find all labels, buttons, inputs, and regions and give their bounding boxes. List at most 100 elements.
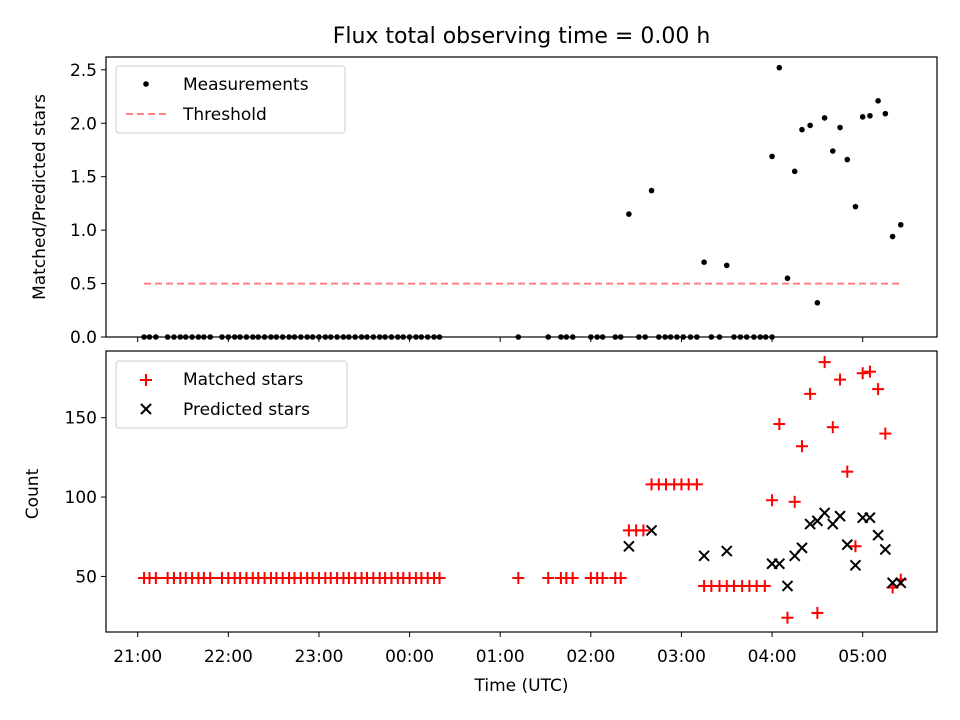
predicted-star-point — [841, 538, 853, 551]
x-tick-label: 21:00 — [113, 647, 162, 667]
bottom-legend-box — [115, 360, 348, 429]
x-tick-label: 01:00 — [476, 647, 525, 667]
matched-star-point — [758, 579, 771, 592]
predicted-star-point — [623, 540, 635, 552]
measurement-point — [889, 233, 896, 240]
measurement-point — [897, 221, 904, 228]
matched-star-point — [804, 387, 817, 400]
bottom-y-tick-label: 50 — [75, 567, 97, 587]
x-tick-label: 03:00 — [657, 647, 706, 667]
matched-star-point — [637, 524, 650, 537]
measurement-point — [829, 148, 836, 154]
matched-star-point — [596, 572, 609, 585]
matched-star-point — [872, 383, 885, 396]
legend-measurements-marker — [143, 81, 149, 87]
top-panel: 0.0 0.5 1.0 1.5 2.0 2.5 Matched/Predicted sta… — [30, 56, 938, 348]
top-y-tick-label: 1.0 — [70, 221, 97, 241]
measurement-point — [814, 300, 821, 306]
matched-star-point — [826, 421, 839, 434]
predicted-star-point — [886, 577, 899, 589]
top-y-axis: 0.0 0.5 1.0 1.5 2.0 2.5 — [70, 61, 106, 348]
predicted-star-point — [872, 529, 884, 541]
matched-star-point — [149, 572, 162, 585]
matched-star-point — [863, 365, 876, 378]
predicted-star-point — [834, 510, 846, 522]
predicted-star-point — [895, 577, 907, 589]
predicted-star-point — [645, 524, 658, 537]
matched-star-point — [849, 540, 862, 553]
top-y-tick-label: 0.5 — [70, 275, 97, 295]
measurement-point — [769, 153, 775, 160]
bottom-plot-area — [138, 356, 907, 624]
measurement-point — [648, 187, 655, 194]
matched-star-point — [614, 572, 627, 585]
predicted-star-point — [879, 543, 892, 556]
measurement-point — [875, 98, 881, 104]
bottom-y-axis-label: Count — [23, 468, 43, 519]
measurement-point — [867, 112, 873, 119]
legend-predicted-marker — [140, 403, 152, 415]
matched-star-point — [788, 495, 801, 508]
top-legend: Measurements Threshold — [115, 65, 346, 134]
predicted-star-point — [698, 550, 710, 562]
bottom-y-tick-label: 150 — [65, 409, 97, 429]
measurement-point — [821, 115, 828, 121]
top-y-tick-label: 0.0 — [70, 328, 97, 348]
x-axis-label: Time (UTC) — [474, 676, 569, 696]
measurement-point — [776, 64, 783, 71]
measurement-point — [626, 211, 632, 217]
x-tick-label: 05:00 — [838, 647, 887, 667]
matched-star-point — [766, 494, 779, 507]
x-tick-label: 22:00 — [204, 647, 253, 667]
matched-star-point — [542, 572, 555, 585]
bottom-y-axis: 50 100 150 — [65, 409, 106, 587]
measurement-point — [859, 114, 866, 120]
predicted-star-point — [781, 580, 794, 592]
measurement-point — [799, 126, 805, 133]
top-y-tick-label: 2.0 — [70, 114, 97, 134]
legend-threshold-label: Threshold — [182, 105, 267, 125]
matched-star-point — [773, 418, 786, 431]
bottom-y-tick-label: 100 — [65, 488, 97, 508]
matched-star-point — [795, 440, 808, 453]
measurement-point — [882, 110, 889, 117]
measurement-point — [784, 275, 791, 282]
matched-star-point — [879, 427, 892, 440]
predicted-star-point — [864, 511, 876, 524]
bottom-axes-frame — [105, 350, 938, 633]
top-y-axis-label: Matched/Predicted stars — [30, 94, 50, 300]
predicted-star-point — [773, 558, 786, 570]
matched-star-point — [690, 478, 703, 491]
top-x-axis — [137, 337, 864, 342]
top-axes-frame — [105, 56, 938, 338]
matched-star-point — [834, 373, 847, 386]
bottom-panel: 50 100 150 21:00 22:00 23:00 00:00 01:00 02:00 0… — [23, 350, 938, 696]
bottom-x-axis: 21:00 22:00 23:00 00:00 01:00 02:00 03:00 04:00… — [113, 632, 887, 667]
matched-star-point — [841, 465, 854, 478]
legend-predicted-label: Predicted stars — [183, 400, 310, 420]
x-tick-label: 23:00 — [294, 647, 343, 667]
matched-star-point — [811, 606, 824, 619]
matched-star-point — [204, 572, 217, 585]
chart-title: Flux total observing time = 0.00 h — [333, 24, 711, 49]
matched-star-point — [781, 611, 794, 624]
top-y-tick-label: 1.5 — [70, 168, 97, 188]
predicted-star-point — [804, 518, 816, 530]
legend-matched-label: Matched stars — [183, 370, 303, 390]
predicted-star-point — [796, 542, 808, 554]
measurement-point — [837, 124, 843, 131]
x-tick-label: 04:00 — [748, 647, 797, 667]
measurement-point — [852, 203, 859, 210]
legend-matched-marker — [140, 374, 152, 386]
matched-star-point — [818, 356, 831, 369]
matched-star-point — [566, 572, 579, 585]
x-tick-label: 00:00 — [385, 647, 434, 667]
top-y-tick-label: 2.5 — [70, 61, 97, 81]
matched-star-point — [433, 572, 446, 585]
measurement-point — [807, 122, 813, 129]
measurement-point — [701, 259, 707, 265]
predicted-star-point — [849, 559, 862, 572]
predicted-star-point — [818, 507, 831, 519]
measurement-point — [791, 168, 798, 175]
